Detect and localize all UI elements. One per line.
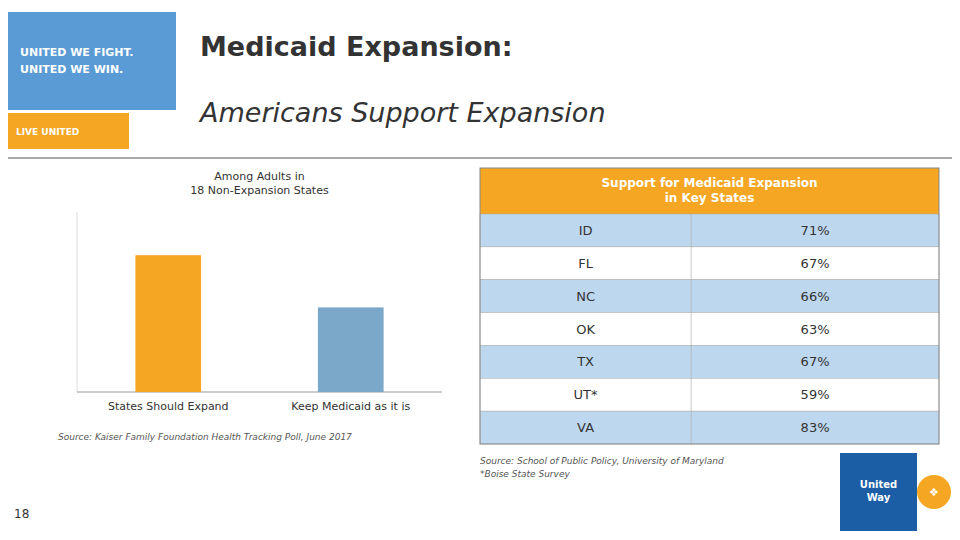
table-header [480,168,939,214]
table-border [480,168,939,444]
state-label: FL [578,256,593,271]
brand-text: UnitedWay [860,479,897,503]
data-label: 67% [801,354,830,369]
data-label: 67% [801,256,830,271]
data-label: 63% [801,322,830,337]
divider [8,158,952,159]
state-label: UT* [574,387,598,402]
data-label: 83% [801,420,830,435]
logo-block [8,12,176,110]
data-label: 59% [801,387,830,402]
state-label: TX [576,354,594,369]
title: Americans Support Expansion [198,97,606,128]
page-number: 18 [14,507,29,521]
page: UNITED WE FIGHT.UNITED WE WIN. LIVE UNITE… [0,0,960,540]
source: Source: School of Public Policy, Univers… [480,456,724,479]
table-cell [480,345,691,378]
logo-text: UNITED WE FIGHT.UNITED WE WIN. [20,46,134,76]
table-cell [480,214,691,247]
table-cell [480,411,691,444]
table: Support for Medicaid Expansionin Key Sta… [480,168,939,444]
state-label: VA [577,420,594,435]
brand-block [840,453,917,531]
table-cell [691,313,939,346]
subtitle: Among Adults in18 Non-Expansion States [190,170,329,197]
bars [135,255,383,392]
state-label: ID [579,223,593,238]
bar [135,255,201,392]
table-title: Support for Medicaid Expansionin Key Sta… [601,176,817,205]
table-cell [691,280,939,313]
data-label: 71% [801,223,830,238]
logo-strip [8,113,129,149]
brand-icon: ❖ [929,486,939,499]
table-cell [691,345,939,378]
source: Source: Kaiser Family Foundation Health … [58,432,352,442]
table-cell [480,378,691,411]
table-cell [691,378,939,411]
logo-text: LIVE UNITED [16,127,79,137]
brand-logo: UnitedWay ❖ [840,453,951,531]
table-cell [691,247,939,280]
logo: UNITED WE FIGHT.UNITED WE WIN. LIVE UNITE… [8,12,176,149]
brand-circle [917,475,951,509]
table-cell [480,280,691,313]
state-label: NC [576,289,595,304]
table-cell [691,214,939,247]
title: Medicaid Expansion: [200,31,513,62]
state-label: OK [576,322,595,337]
x-axis-line [77,392,442,393]
x-tick-label: States Should Expand [108,400,229,413]
x-tick-label: Keep Medicaid as it is [291,400,410,413]
table-cell [480,313,691,346]
table-cell [691,411,939,444]
table-cell [480,247,691,280]
y-axis-line [77,212,78,392]
data-label: 66% [801,289,830,304]
bar [318,307,384,392]
